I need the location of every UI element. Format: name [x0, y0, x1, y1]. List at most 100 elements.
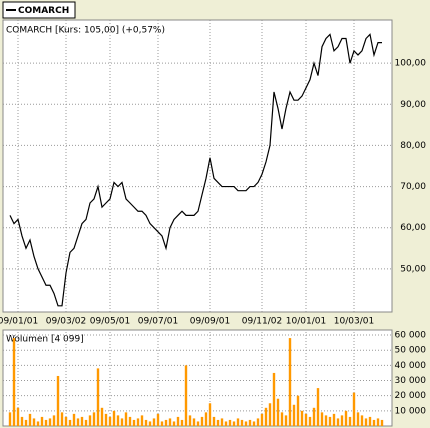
y-tick-label: 90,00: [400, 100, 426, 110]
volume-bar: [44, 419, 48, 426]
volume-bar: [304, 413, 308, 426]
x-tick-label: 10/03/01: [334, 317, 374, 327]
volume-bar: [76, 418, 80, 426]
volume-bar: [184, 365, 188, 426]
volume-bar: [80, 416, 84, 426]
volume-bar: [32, 418, 36, 426]
volume-bar: [364, 418, 368, 426]
volume-bar: [224, 421, 228, 426]
volume-bar: [116, 415, 120, 426]
volume-bar: [264, 407, 268, 426]
volume-bar: [320, 412, 324, 426]
y-tick-label: 100,00: [395, 59, 427, 69]
volume-bar: [104, 413, 108, 426]
volume-bar: [336, 418, 340, 426]
volume-bar: [240, 419, 244, 426]
y-tick-label: 40 000: [395, 361, 427, 371]
volume-bar: [144, 419, 148, 426]
volume-bar: [344, 410, 348, 426]
volume-bar: [292, 404, 296, 426]
volume-bar: [56, 375, 60, 426]
volume-bar: [276, 398, 280, 426]
x-tick-label: 10/01/01: [286, 317, 326, 327]
volume-bar: [352, 392, 356, 426]
price-panel: [2, 19, 393, 313]
volume-bar: [128, 416, 132, 426]
volume-bar: [188, 415, 192, 426]
volume-bar: [124, 412, 128, 426]
volume-bar: [112, 410, 116, 426]
volume-bar: [96, 368, 100, 426]
volume-bar: [164, 419, 168, 426]
volume-bar: [228, 419, 232, 426]
y-tick-label: 70,00: [400, 182, 426, 192]
volume-bar: [204, 412, 208, 426]
volume-bar: [308, 416, 312, 426]
volume-bar: [20, 416, 24, 426]
volume-bar: [180, 419, 184, 426]
volume-bar: [148, 421, 152, 426]
volume-bar: [208, 403, 212, 426]
volume-bar: [48, 418, 52, 426]
volume-bar: [92, 412, 96, 426]
volume-bar: [140, 415, 144, 426]
volume-bar: [8, 412, 12, 426]
legend-label: COMARCH: [18, 6, 69, 16]
volume-bar: [52, 415, 56, 426]
y-tick-label: 80,00: [400, 141, 426, 151]
y-tick-label: 60,00: [400, 223, 426, 233]
volume-bar: [244, 421, 248, 426]
volume-bar: [348, 416, 352, 426]
y-tick-label: 50,00: [400, 264, 426, 274]
volume-bar: [376, 418, 380, 426]
volume-bar: [268, 403, 272, 426]
volume-bar: [40, 416, 44, 426]
volume-bar: [236, 418, 240, 426]
y-tick-label: 50 000: [395, 346, 427, 356]
volume-bar: [100, 407, 104, 426]
volume-bar: [280, 412, 284, 426]
volume-bar: [232, 421, 236, 426]
volume-bar: [316, 388, 320, 426]
volume-bar: [136, 418, 140, 426]
volume-bar: [36, 421, 40, 426]
volume-bar: [272, 372, 276, 426]
volume-bar: [340, 415, 344, 426]
volume-bar: [192, 418, 196, 426]
volume-bar: [156, 413, 160, 426]
volume-bar: [300, 410, 304, 426]
volume-bar: [72, 413, 76, 426]
y-tick-label: 10 000: [395, 406, 427, 416]
volume-panel: [2, 329, 393, 427]
volume-bar: [372, 419, 376, 426]
volume-bar: [176, 416, 180, 426]
volume-bar: [160, 421, 164, 426]
volume-bar: [200, 416, 204, 426]
volume-bar: [212, 416, 216, 426]
volume-bar: [312, 407, 316, 426]
volume-bar: [28, 413, 32, 426]
y-tick-label: 60 000: [395, 331, 427, 341]
volume-bar: [60, 412, 64, 426]
volume-bar: [256, 418, 260, 426]
volume-bar: [252, 421, 256, 426]
volume-bar: [216, 419, 220, 426]
volume-bar: [328, 416, 332, 426]
volume-bar: [88, 415, 92, 426]
volume-bar: [324, 415, 328, 426]
chart-title: COMARCH [Kurs: 105,00] (+0,57%): [6, 26, 165, 36]
volume-bar: [168, 418, 172, 426]
volume-bar: [288, 338, 292, 426]
volume-bar: [172, 421, 176, 426]
volume-title: Wolumen [4 099]: [6, 335, 84, 345]
y-tick-label: 30 000: [395, 376, 427, 386]
x-tick-label: 09/03/02: [46, 317, 86, 327]
volume-bar: [64, 416, 68, 426]
volume-bar: [360, 415, 364, 426]
price-line: [9, 33, 382, 307]
volume-bar: [68, 419, 72, 426]
volume-bar: [84, 419, 88, 426]
volume-bar: [196, 421, 200, 426]
volume-bar: [380, 419, 384, 426]
volume-bar: [368, 416, 372, 426]
